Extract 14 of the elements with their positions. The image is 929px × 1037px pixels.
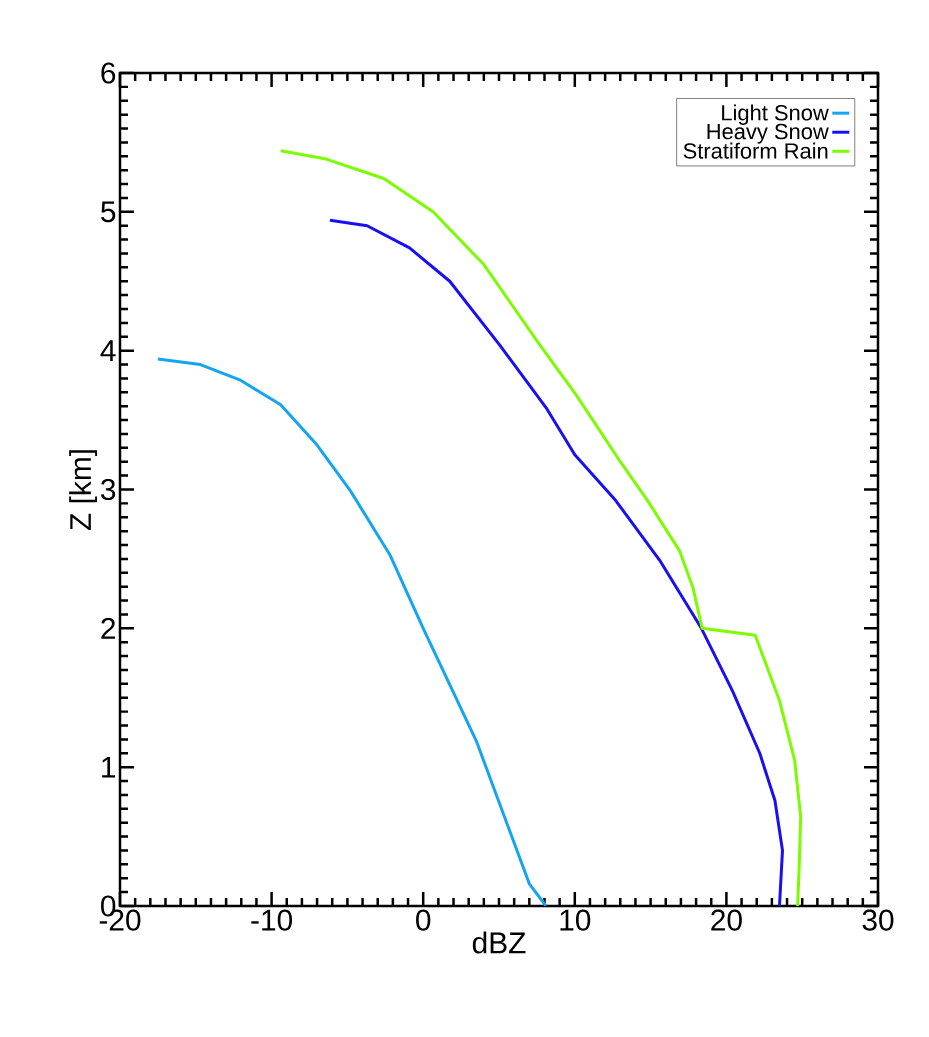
y-tick-label: 4 xyxy=(100,340,116,361)
x-tick-label: 0 xyxy=(416,909,431,931)
x-tick-label: 10 xyxy=(560,909,591,931)
y-axis-title: Z [km] xyxy=(69,450,98,531)
y-tick-label: 5 xyxy=(101,201,116,223)
x-axis-title: dBZ xyxy=(472,931,526,954)
x-tick-label: 20 xyxy=(711,909,742,931)
x-tick-label: -10 xyxy=(251,909,293,931)
x-tick-label: 30 xyxy=(862,909,894,931)
y-tick-label: 1 xyxy=(102,756,116,778)
y-tick-label: 6 xyxy=(101,62,116,84)
y-tick-label: 2 xyxy=(101,617,115,639)
y-tick-label: 3 xyxy=(101,478,116,501)
legend-label: Stratiform Rain xyxy=(683,142,828,159)
